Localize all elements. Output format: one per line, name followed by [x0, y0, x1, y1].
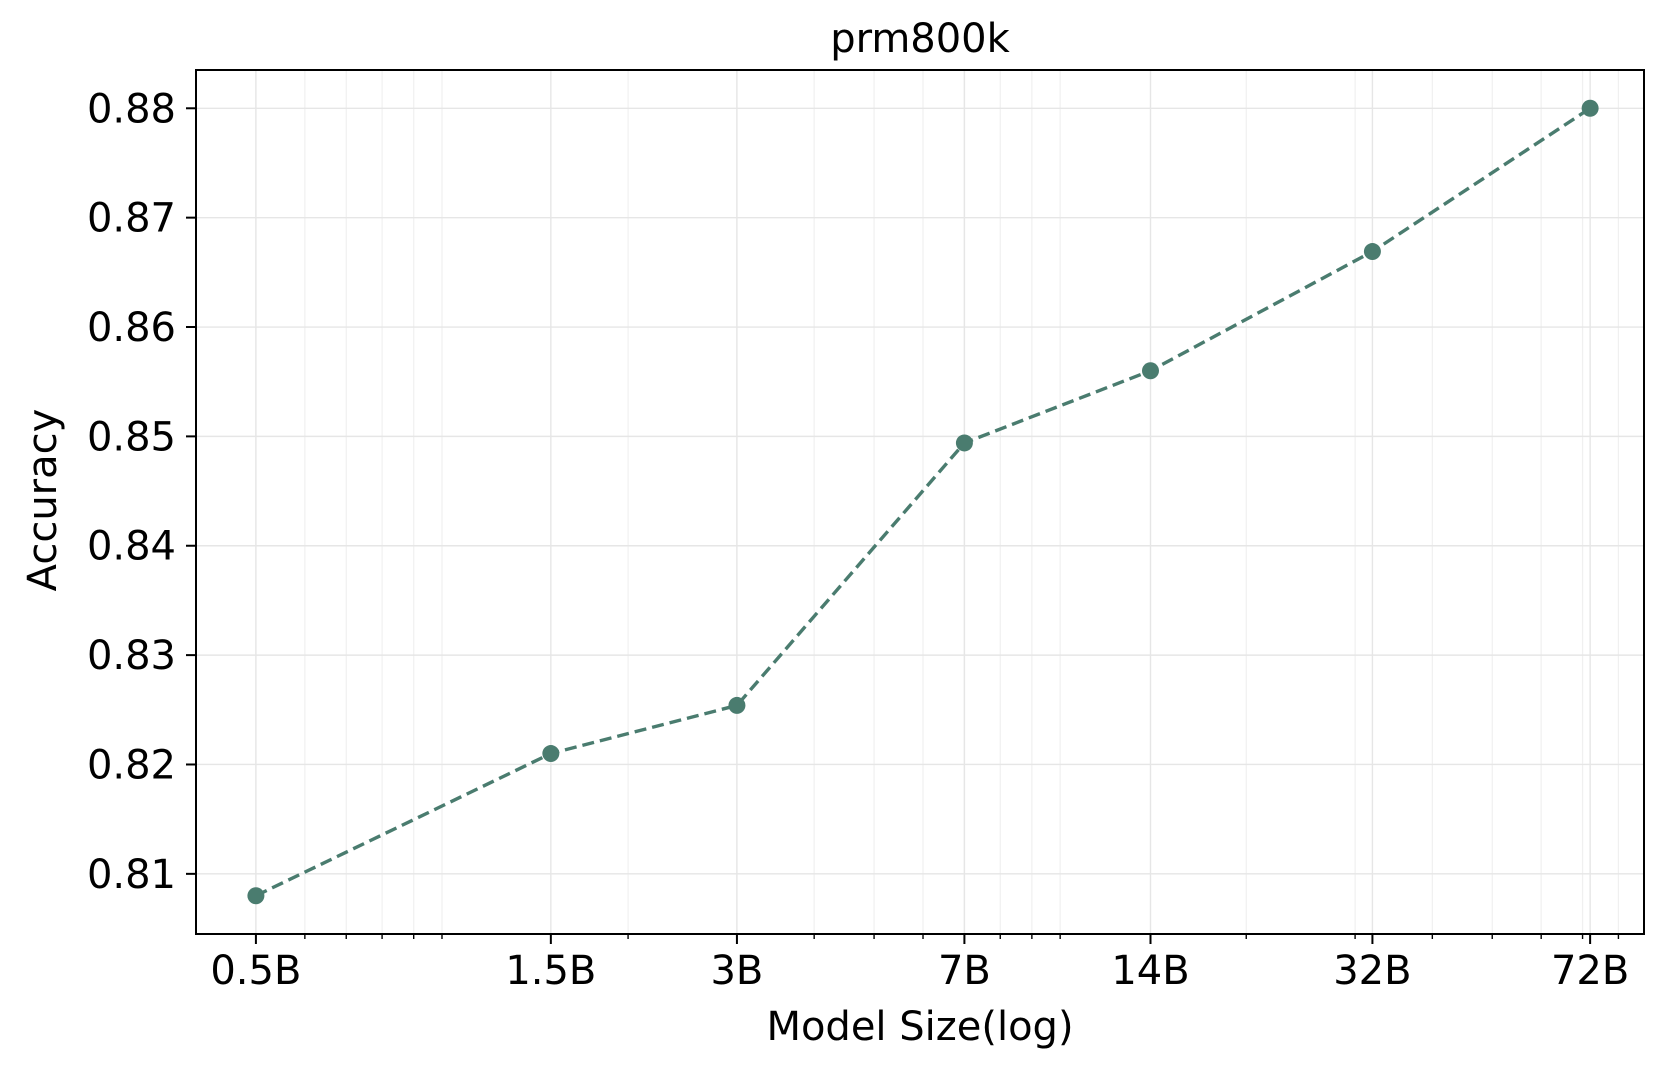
x-tick-label: 7B: [938, 948, 991, 994]
plot-frame: [195, 69, 1645, 935]
y-tick-label: 0.87: [87, 196, 176, 242]
data-point: [1363, 243, 1381, 261]
grid-layer: [196, 70, 1644, 934]
y-tick-label: 0.83: [87, 633, 176, 679]
y-tick-label: 0.85: [87, 414, 176, 460]
x-tick-label: 14B: [1111, 948, 1189, 994]
data-point: [728, 696, 746, 714]
x-tick-label: 3B: [710, 948, 763, 994]
y-tick-label: 0.82: [87, 742, 176, 788]
y-axis-label: Accuracy: [20, 409, 66, 592]
y-tick-label: 0.86: [87, 305, 176, 351]
x-tick-label: 72B: [1551, 948, 1629, 994]
data-point: [1141, 362, 1159, 380]
data-point: [955, 434, 973, 452]
x-tick-label: 32B: [1333, 948, 1411, 994]
y-tick-label: 0.84: [87, 524, 176, 570]
chart-title: prm800k: [830, 16, 1010, 62]
x-tick-label: 1.5B: [505, 948, 596, 994]
axis-ticks: 0.5B 1.5B 3B 7B 14B 32B 72B 0.81 0.82 0.83 0.84 0.8…: [87, 86, 1629, 994]
data-point: [542, 745, 560, 763]
y-tick-label: 0.88: [87, 86, 176, 132]
y-tick-label: 0.81: [87, 852, 176, 898]
data-point: [1581, 99, 1599, 117]
x-tick-label: 0.5B: [210, 948, 301, 994]
plot-area-border: [195, 69, 1645, 935]
series-layer: [247, 99, 1599, 905]
data-point: [247, 887, 265, 905]
x-axis-label: Model Size(log): [766, 1004, 1073, 1050]
